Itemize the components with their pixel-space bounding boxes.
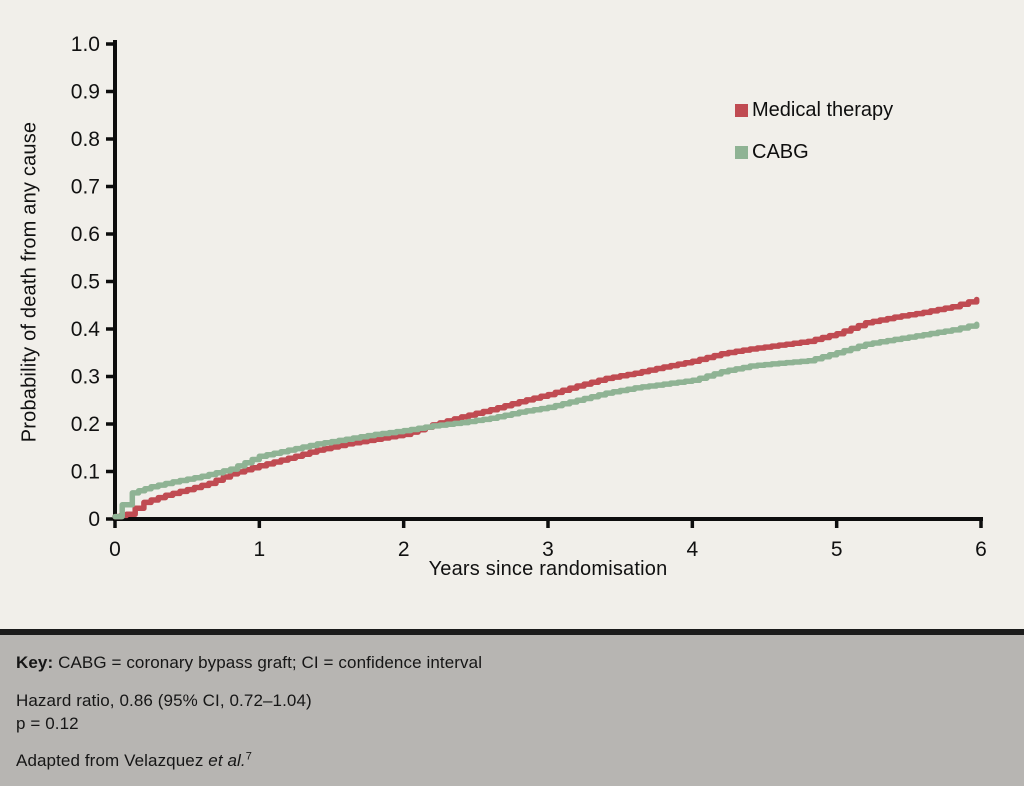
curve-cabg bbox=[112, 321, 980, 520]
y-axis-tick-label: 0 bbox=[88, 508, 100, 531]
cabg-swatch-icon bbox=[735, 145, 748, 159]
legend-item-cabg: CABG bbox=[735, 141, 893, 163]
adapted-et-al: et al. bbox=[208, 751, 246, 770]
legend-item-medical-therapy: Medical therapy bbox=[735, 99, 893, 121]
y-axis-tick-label: 0.1 bbox=[71, 461, 100, 484]
legend-label-cabg: CABG bbox=[752, 140, 809, 163]
medical-therapy-swatch-icon bbox=[735, 103, 748, 117]
x-axis-tick-label: 3 bbox=[542, 538, 554, 561]
x-axis-tick-label: 1 bbox=[253, 538, 265, 561]
y-axis-tick-label: 0.5 bbox=[71, 271, 100, 294]
y-axis-tick-label: 0.6 bbox=[71, 223, 100, 246]
x-axis-tick-label: 0 bbox=[109, 538, 121, 561]
x-axis-tick-label: 4 bbox=[686, 538, 698, 561]
y-axis-tick-label: 0.2 bbox=[71, 413, 100, 436]
source-attribution-line: Adapted from Velazquez et al.7 bbox=[16, 751, 252, 771]
hazard-ratio-line: Hazard ratio, 0.86 (95% CI, 0.72–1.04) bbox=[16, 691, 312, 710]
key-text: CABG = coronary bypass graft; CI = confi… bbox=[53, 653, 483, 672]
y-axis-tick-label: 1.0 bbox=[71, 33, 100, 56]
legend-label-medical-therapy: Medical therapy bbox=[752, 98, 894, 121]
adapted-prefix: Adapted from Velazquez bbox=[16, 751, 209, 770]
y-axis-title-text: Probability of death from any cause bbox=[18, 121, 41, 443]
x-axis-tick-label: 6 bbox=[975, 538, 987, 561]
survival-chart: 1.0 0.9 0.8 0.7 0.6 0.5 0.4 0.3 0.2 0.1 0 0 1 2 3 4 5 6 P… bbox=[18, 33, 987, 580]
y-axis-tick-label: 0.9 bbox=[71, 81, 100, 104]
y-axis-tick-label: 0.7 bbox=[71, 176, 100, 199]
plot-canvas: 1.0 0.9 0.8 0.7 0.6 0.5 0.4 0.3 0.2 0.1 00 1 2 3 4 5 6 bbox=[71, 33, 987, 561]
key-line: Key: CABG = coronary bypass graft; CI = … bbox=[16, 653, 482, 673]
x-axis-tick-label: 2 bbox=[398, 538, 410, 561]
y-axis-tick-label: 0.4 bbox=[71, 318, 101, 341]
footer-separator bbox=[0, 629, 1024, 635]
x-axis-title: Years since randomisation bbox=[428, 558, 668, 580]
p-value-line: p = 0.12 bbox=[16, 714, 79, 733]
y-axis-tick-label: 0.3 bbox=[71, 366, 100, 389]
y-axis-tick-label: 0.8 bbox=[71, 128, 100, 151]
key-label: Key: bbox=[16, 653, 54, 672]
x-axis-tick-label: 5 bbox=[831, 538, 843, 561]
adapted-reference-number: 7 bbox=[245, 750, 252, 763]
chart-legend: Medical therapy CABG bbox=[735, 99, 893, 183]
curve-medical-therapy bbox=[112, 296, 980, 520]
footer-panel: Key: CABG = coronary bypass graft; CI = … bbox=[0, 635, 1024, 786]
